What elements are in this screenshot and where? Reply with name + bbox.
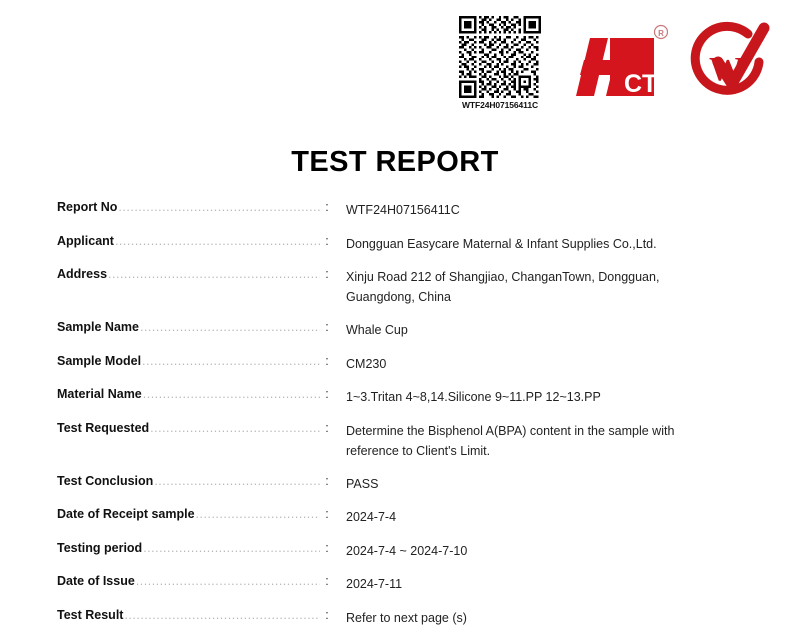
field-value: Whale Cup bbox=[334, 320, 747, 340]
field-label-group: Applicant bbox=[57, 234, 320, 248]
dotted-leader bbox=[196, 508, 320, 521]
field-value-line: Dongguan Easycare Maternal & Infant Supp… bbox=[346, 236, 657, 251]
field-value: 2024-7-4 ~ 2024-7-10 bbox=[334, 541, 747, 561]
field-value: 1~3.Tritan 4~8,14.Silicone 9~11.PP 12~13… bbox=[334, 387, 747, 407]
field-row: Testing period: 2024-7-4 ~ 2024-7-10 bbox=[57, 541, 747, 561]
field-row: Sample Name: Whale Cup bbox=[57, 320, 747, 340]
field-value-line: 2024-7-11 bbox=[346, 577, 403, 591]
field-label-group: Test Requested bbox=[57, 421, 320, 435]
field-value-line: Whale Cup bbox=[346, 323, 408, 337]
field-label: Test Result bbox=[57, 607, 124, 622]
field-colon: : bbox=[325, 574, 329, 588]
field-row: Applicant: Dongguan Easycare Maternal & I… bbox=[57, 234, 747, 254]
field-label-group: Test Result bbox=[57, 608, 320, 622]
page-title: TEST REPORT bbox=[291, 146, 499, 178]
field-value-line: Refer to next page (s) bbox=[346, 610, 467, 625]
field-colon: : bbox=[325, 540, 329, 555]
field-value-line: PASS bbox=[346, 476, 379, 491]
field-row: Address: Xinju Road 212 of Shangjiao, Cha… bbox=[57, 267, 747, 307]
field-row: Test Conclusion: PASS bbox=[57, 474, 747, 494]
cqc-certification-check-icon: W bbox=[690, 21, 770, 95]
qr-code-caption: WTF24H07156411C bbox=[462, 100, 538, 110]
field-label: Test Requested bbox=[57, 420, 150, 435]
field-row: Date of Issue: 2024-7-11 bbox=[57, 574, 747, 594]
field-label-group: Report No bbox=[57, 200, 320, 214]
svg-text:R: R bbox=[658, 29, 664, 38]
field-colon: : bbox=[325, 320, 329, 334]
field-label: Applicant bbox=[57, 233, 114, 248]
cqc-letter-w: W bbox=[709, 51, 743, 88]
dotted-leader bbox=[150, 422, 320, 435]
field-label-group: Address bbox=[57, 267, 320, 281]
field-label: Date of Receipt sample bbox=[57, 507, 195, 521]
field-row: Date of Receipt sample: 2024-7-4 bbox=[57, 507, 747, 527]
cqc-certification-logo: W bbox=[688, 18, 772, 110]
field-colon: : bbox=[325, 473, 329, 488]
dotted-leader bbox=[154, 475, 320, 488]
field-value: 2024-7-4 bbox=[334, 507, 747, 527]
field-row: Test Result : Refer to next page (s) bbox=[57, 608, 747, 628]
hct-logo: CT R bbox=[564, 18, 672, 110]
field-label-group: Sample Name bbox=[57, 320, 320, 334]
field-colon: : bbox=[325, 607, 329, 622]
dotted-leader bbox=[136, 575, 320, 588]
dotted-leader bbox=[124, 609, 320, 622]
field-label-group: Material Name bbox=[57, 387, 320, 401]
field-label: Sample Name bbox=[57, 320, 139, 334]
field-value: CM230 bbox=[334, 354, 747, 374]
dotted-leader bbox=[142, 355, 320, 368]
report-header: WTF24H07156411C CT R W bbox=[0, 10, 790, 120]
dotted-leader bbox=[118, 201, 320, 214]
qr-code-icon bbox=[459, 16, 541, 98]
field-value-line: CM230 bbox=[346, 356, 387, 371]
field-colon: : bbox=[325, 387, 329, 401]
field-row: Test Requested: Determine the Bisphenol A… bbox=[57, 421, 747, 461]
field-value: PASS bbox=[334, 474, 747, 494]
field-label: Address bbox=[57, 267, 108, 281]
field-value-line: 1~3.Tritan 4~8,14.Silicone 9~11.PP 12~13… bbox=[346, 390, 601, 404]
qr-code-block: WTF24H07156411C bbox=[452, 10, 548, 110]
field-value: Xinju Road 212 of Shangjiao, ChanganTown… bbox=[334, 267, 747, 307]
field-value-line: Guangdong, China bbox=[346, 290, 451, 304]
hct-logo-icon: CT R bbox=[576, 24, 669, 98]
field-value-line: Xinju Road 212 of Shangjiao, ChanganTown… bbox=[346, 270, 660, 284]
dotted-leader bbox=[143, 542, 320, 555]
dotted-leader bbox=[108, 268, 320, 281]
dotted-leader bbox=[115, 235, 320, 248]
field-value-line: WTF24H07156411C bbox=[346, 203, 460, 217]
field-value: WTF24H07156411C bbox=[334, 200, 747, 220]
field-label: Report No bbox=[57, 200, 118, 214]
field-label: Sample Model bbox=[57, 353, 142, 368]
field-label: Material Name bbox=[57, 387, 142, 401]
field-row: Material Name: 1~3.Tritan 4~8,14.Silicone… bbox=[57, 387, 747, 407]
svg-text:CT: CT bbox=[624, 70, 657, 98]
field-value-line: Determine the Bisphenol A(BPA) content i… bbox=[346, 423, 675, 438]
field-colon: : bbox=[325, 353, 329, 368]
field-label: Date of Issue bbox=[57, 574, 135, 588]
field-value: 2024-7-11 bbox=[334, 574, 747, 594]
field-label-group: Date of Issue bbox=[57, 574, 320, 588]
field-value: Dongguan Easycare Maternal & Infant Supp… bbox=[334, 234, 747, 254]
field-value: Determine the Bisphenol A(BPA) content i… bbox=[334, 421, 747, 461]
field-colon: : bbox=[325, 233, 329, 248]
dotted-leader bbox=[143, 388, 320, 401]
field-label-group: Testing period bbox=[57, 541, 320, 555]
field-value-line: 2024-7-4 bbox=[346, 510, 397, 524]
field-label: Testing period bbox=[57, 540, 143, 555]
field-label-group: Sample Model bbox=[57, 354, 320, 368]
field-colon: : bbox=[325, 267, 329, 281]
field-value: Refer to next page (s) bbox=[334, 608, 747, 628]
field-row: Report No: WTF24H07156411C bbox=[57, 200, 747, 220]
field-colon: : bbox=[325, 507, 329, 521]
report-fields: Report No: WTF24H07156411C Applicant: Dongg… bbox=[57, 200, 747, 641]
field-colon: : bbox=[325, 420, 329, 435]
dotted-leader bbox=[140, 321, 320, 334]
field-row: Sample Model: CM230 bbox=[57, 354, 747, 374]
field-value-line: 2024-7-4 ~ 2024-7-10 bbox=[346, 543, 468, 558]
field-label-group: Test Conclusion bbox=[57, 474, 320, 488]
field-label-group: Date of Receipt sample bbox=[57, 507, 320, 521]
field-value-line: reference to Client's Limit. bbox=[346, 443, 491, 458]
field-label: Test Conclusion bbox=[57, 473, 154, 488]
field-colon: : bbox=[325, 200, 329, 214]
